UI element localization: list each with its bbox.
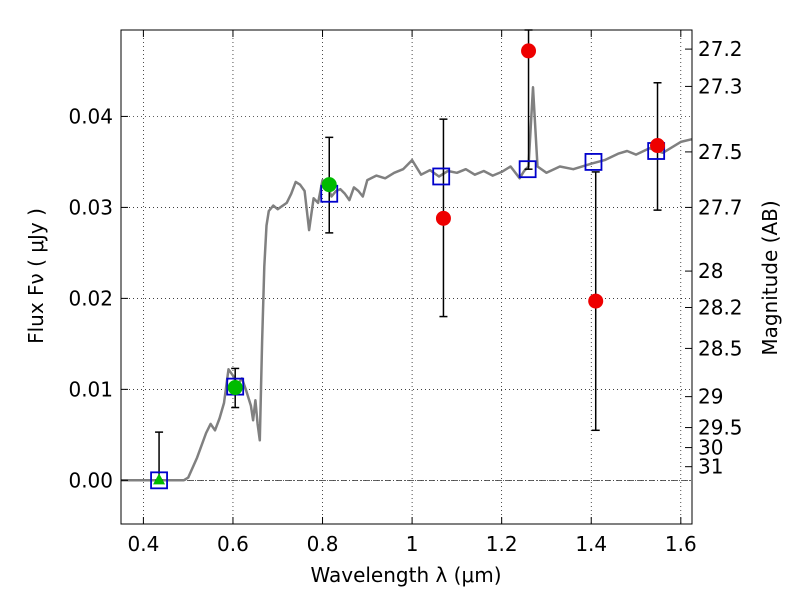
series-layer — [121, 86, 693, 482]
magnitude-tick-label: 31 — [698, 455, 723, 479]
synthetic-photometry-square — [150, 471, 168, 490]
green-detection-point — [321, 177, 337, 193]
magnitude-tick-label: 27.3 — [698, 74, 743, 98]
x-tick-label: 1.4 — [575, 532, 607, 556]
magnitude-tick-label: 30 — [698, 436, 723, 460]
tick-layer: 0.4 0.6 0.8 1 1.2 1.4 1.6 0.00 0.01 0.02 0.03 0.04 2… — [68, 30, 743, 556]
y-tick-label: 0.03 — [68, 195, 113, 219]
y-tick-label: 0.02 — [68, 286, 113, 310]
magnitude-tick-label: 29 — [698, 385, 723, 409]
grid-layer — [121, 30, 692, 524]
synthetic-photometry-square — [432, 167, 451, 186]
magnitude-tick-label: 28.2 — [698, 295, 743, 319]
x-tick-label: 0.8 — [307, 532, 339, 556]
magnitude-tick-label: 28 — [698, 259, 723, 283]
magnitude-tick-label: 29.5 — [698, 416, 743, 440]
magnitude-tick-label: 28.5 — [698, 336, 743, 360]
marker-layer — [150, 43, 666, 490]
red-detection-point — [521, 43, 537, 59]
x-tick-label: 0.4 — [127, 532, 159, 556]
plot-frame — [120, 29, 693, 525]
x-tick-label: 0.6 — [217, 532, 249, 556]
red-detection-point — [650, 138, 666, 154]
green-detection-point — [227, 380, 243, 396]
x-axis-title: Wavelength λ (μm) — [310, 563, 501, 587]
errorbar-layer — [155, 29, 662, 482]
magnitude-axis-title: Magnitude (AB) — [758, 200, 782, 355]
synthetic-photometry-square — [584, 153, 603, 171]
y-axis-title: Flux Fν ( μJy ) — [24, 208, 48, 344]
y-tick-label: 0.00 — [68, 468, 113, 492]
y-tick-label: 0.04 — [68, 104, 113, 128]
magnitude-tick-label: 27.5 — [698, 140, 743, 164]
y-tick-label: 0.01 — [68, 377, 113, 401]
spectrum-line — [121, 86, 693, 482]
green-triangle-point — [153, 473, 166, 485]
red-detection-point — [588, 293, 604, 309]
magnitude-tick-label: 27.7 — [698, 195, 743, 219]
x-tick-label: 1 — [406, 532, 419, 556]
magnitude-tick-label: 27.2 — [698, 37, 743, 61]
x-tick-label: 1.2 — [486, 532, 518, 556]
x-tick-label: 1.6 — [665, 532, 697, 556]
synthetic-photometry-square — [518, 160, 537, 179]
red-detection-point — [435, 210, 451, 226]
